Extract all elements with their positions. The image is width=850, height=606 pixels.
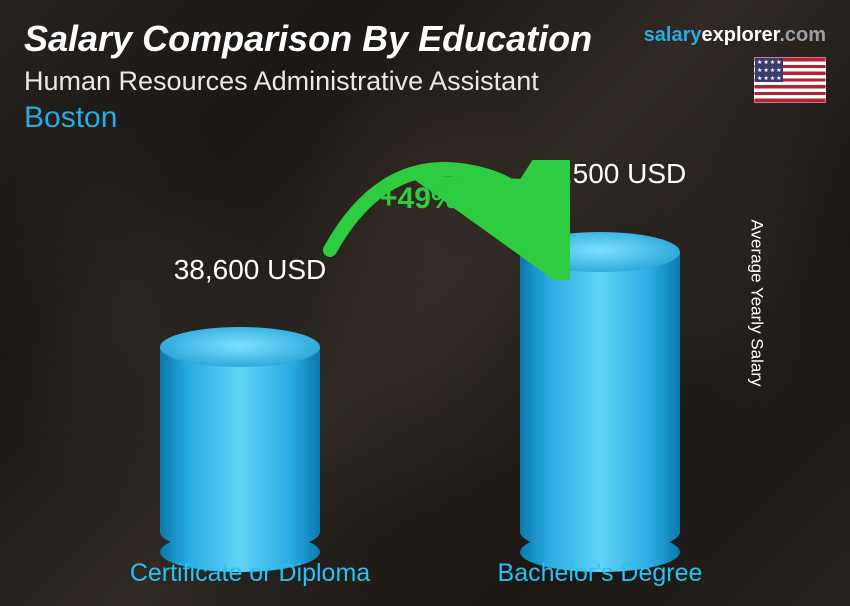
category-label: Bachelor's Degree xyxy=(460,559,740,588)
brand-block: salaryexplorer.com xyxy=(644,24,826,103)
brand-logo-text: salaryexplorer.com xyxy=(644,24,826,47)
bar-certificate xyxy=(160,347,340,552)
category-label: Certificate or Diploma xyxy=(110,559,390,588)
bar-body xyxy=(160,347,320,552)
brand-part-2: explorer xyxy=(701,24,779,46)
brand-part-1: salary xyxy=(644,24,702,46)
page-location: Boston xyxy=(24,101,826,135)
us-flag-icon xyxy=(754,57,826,103)
percent-increase-badge: +49% xyxy=(380,182,458,216)
chart-area: +49% 38,600 USD 57,500 USD Certificate o… xyxy=(0,148,810,588)
bar-body xyxy=(520,252,680,552)
bar-bachelor xyxy=(520,252,700,552)
increase-arrow-icon xyxy=(310,160,570,280)
bar-top xyxy=(160,327,320,367)
brand-part-3: .com xyxy=(779,24,826,46)
